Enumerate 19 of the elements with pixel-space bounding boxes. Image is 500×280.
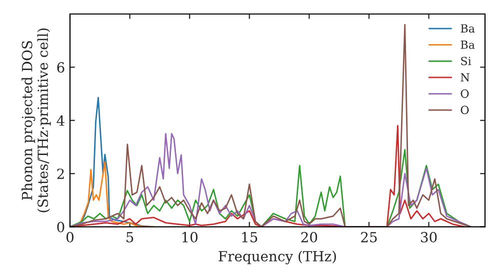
- y-tick-label: 0: [57, 222, 64, 232]
- legend-label: O: [460, 106, 469, 114]
- legend-label: O: [460, 89, 469, 98]
- x-axis-title: Frequency (THz): [218, 250, 336, 264]
- x-tick-label: 25: [361, 232, 377, 242]
- y-tick-label: 6: [57, 62, 64, 73]
- legend-label: N: [460, 73, 470, 82]
- legend-label: Ba: [460, 24, 475, 33]
- y-axis-title: Phonon projected DOS (States/THz·primitive cell): [22, 28, 51, 212]
- legend-label: Ba: [460, 40, 475, 49]
- x-tick-label: 10: [182, 232, 198, 242]
- x-tick-label: 30: [421, 232, 437, 242]
- y-tick-label: 2: [57, 168, 64, 179]
- legend-label: Si: [461, 56, 472, 66]
- x-tick-label: 5: [126, 232, 134, 242]
- x-tick-label: 20: [301, 232, 318, 242]
- x-tick-label: 0: [66, 232, 74, 242]
- x-tick-label: 15: [242, 232, 258, 242]
- y-tick-label: 4: [56, 115, 64, 126]
